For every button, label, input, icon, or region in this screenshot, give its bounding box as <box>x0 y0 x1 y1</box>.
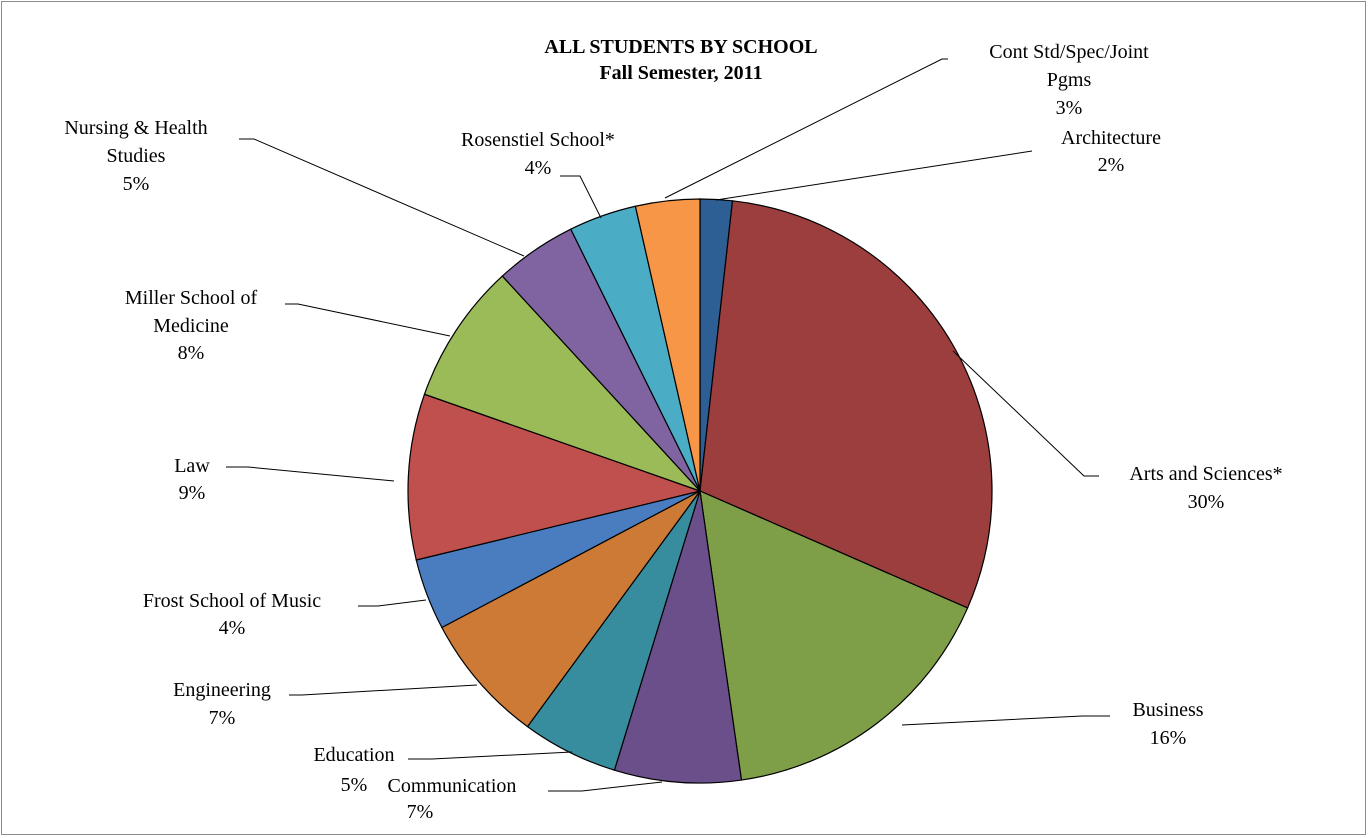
data-label-category: Rosenstiel School* <box>461 129 615 151</box>
leader-line <box>289 684 478 696</box>
leader-line <box>715 150 1033 201</box>
data-label-category: Frost School of Music <box>143 590 321 612</box>
data-label-percent: 16% <box>1150 727 1187 749</box>
pie-slice-engineering <box>441 490 701 728</box>
data-label-percent: 7% <box>407 801 434 823</box>
data-label-category: Studies <box>107 145 166 167</box>
data-label-category: Nursing & Health <box>64 117 207 139</box>
data-label-percent: 30% <box>1188 491 1225 513</box>
data-label-category: Medicine <box>153 315 229 337</box>
pie-slice-miller-school-of-medicine <box>423 275 701 492</box>
data-label-percent: 5% <box>123 173 150 195</box>
data-label-category: Arts and Sciences* <box>1129 463 1282 485</box>
data-label-category: Education <box>313 744 394 766</box>
data-label-category: Cont Std/Spec/Joint <box>989 41 1149 63</box>
labels-layer: Architecture 2% Arts and Sciences* 30% Busin… <box>64 41 1282 823</box>
data-label-category: Pgms <box>1047 69 1092 91</box>
leader-line <box>664 58 948 199</box>
chart-subtitle: Fall Semester, 2011 <box>599 62 762 84</box>
data-label-percent: 3% <box>1056 97 1083 119</box>
pie-slice-law <box>407 393 703 561</box>
leader-line <box>548 781 663 792</box>
leaders-layer <box>226 58 1110 792</box>
data-label-category: Architecture <box>1061 127 1161 149</box>
data-label-percent: 8% <box>178 342 205 364</box>
data-label-percent: 4% <box>219 617 246 639</box>
data-label-percent: 9% <box>179 482 206 504</box>
pie-slice-arts-and-sciences <box>699 200 993 609</box>
leader-line <box>239 138 525 257</box>
data-label-percent: 4% <box>525 157 552 179</box>
data-label-percent: 5% <box>341 774 368 796</box>
data-label-category: Business <box>1132 699 1203 721</box>
data-label-percent: 2% <box>1098 154 1125 176</box>
pie-slice-cont-std-spec-joint-pgms <box>634 198 701 492</box>
data-label-category: Communication <box>388 775 517 797</box>
leader-line <box>358 599 427 607</box>
leader-line <box>408 751 573 760</box>
leader-line <box>901 715 1110 726</box>
leader-line <box>285 303 451 337</box>
leader-line <box>226 466 395 482</box>
leader-line <box>560 175 602 219</box>
pie-slice-communication <box>613 490 743 784</box>
slices-layer <box>407 198 993 784</box>
data-label-category: Miller School of <box>125 287 258 309</box>
pie-slice-business <box>699 490 969 781</box>
data-label-percent: 7% <box>209 707 236 729</box>
leader-line <box>952 350 1099 477</box>
data-label-category: Engineering <box>173 679 271 701</box>
data-label-category: Law <box>174 455 210 477</box>
chart-title: ALL STUDENTS BY SCHOOL <box>544 36 817 58</box>
